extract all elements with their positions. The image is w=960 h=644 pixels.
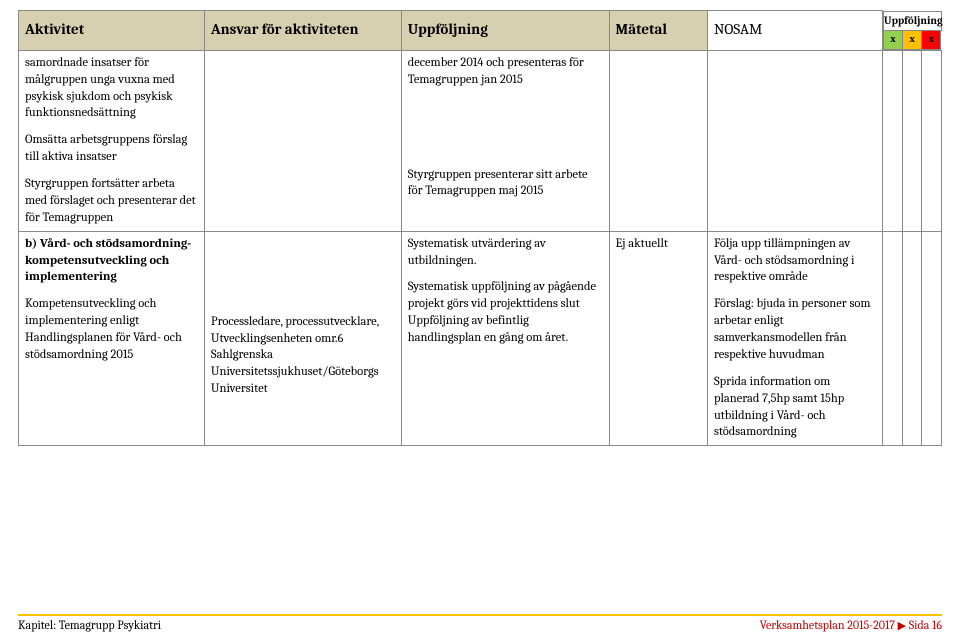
cell-light-g [882, 50, 902, 231]
text: Kompetensutveckling och implementering e… [25, 296, 198, 364]
text: Systematisk utvärdering av utbildningen. [408, 236, 603, 270]
uppfoljning-subtitle: Uppföljning [883, 11, 942, 32]
cell-matetal: Ej aktuellt [609, 231, 707, 446]
document-page: Aktivitet Ansvar för aktiviteten Uppfölj… [0, 0, 960, 446]
light-green: x [883, 31, 903, 50]
cell-aktivitet: b) Vård- och stödsamordning- kompetensut… [19, 231, 205, 446]
text: Följa upp tillämpningen av Vård- och stö… [714, 236, 876, 287]
footer-left: Kapitel: Temagrupp Psykiatri [18, 618, 161, 632]
light-red: x [922, 31, 941, 50]
text: samordnade insatser för målgruppen unga … [25, 55, 198, 123]
cell-light-g [882, 231, 902, 446]
cell-uppfoljning: december 2014 och presenteras för Temagr… [401, 50, 609, 231]
col-uppfoljning: Uppföljning [401, 11, 609, 51]
footer-plan: Verksamhetsplan 2015-2017 [760, 618, 895, 632]
cell-light-r [922, 50, 942, 231]
text: Uppföljning av befintlig handlingsplan e… [408, 313, 603, 347]
table-header-row: Aktivitet Ansvar för aktiviteten Uppfölj… [19, 11, 942, 51]
cell-light-r [922, 231, 942, 446]
text: Sprida information om planerad 7,5hp sam… [714, 374, 876, 442]
cell-nosam [707, 50, 882, 231]
cell-light-y [902, 231, 922, 446]
footer-right: Verksamhetsplan 2015-2017 ▶ Sida 16 [760, 618, 942, 632]
table-row: b) Vård- och stödsamordning- kompetensut… [19, 231, 942, 446]
col-ansvar: Ansvar för aktiviteten [204, 11, 401, 51]
col-nosam: NOSAM [707, 11, 882, 51]
text: december 2014 och presenteras för Temagr… [408, 55, 603, 89]
table-row: samordnade insatser för målgruppen unga … [19, 50, 942, 231]
activity-table: Aktivitet Ansvar för aktiviteten Uppfölj… [18, 10, 942, 446]
footer-left-value: Temagrupp Psykiatri [59, 618, 161, 632]
traffic-lights: x x x [883, 31, 942, 50]
cell-nosam: Följa upp tillämpningen av Vård- och stö… [707, 231, 882, 446]
col-matetal: Mätetal [609, 11, 707, 51]
cell-uppfoljning: Systematisk utvärdering av utbildningen.… [401, 231, 609, 446]
cell-light-y [902, 50, 922, 231]
text: Processledare, processutvecklare, Utveck… [211, 314, 395, 398]
col-aktivitet: Aktivitet [19, 11, 205, 51]
arrow-icon: ▶ [898, 619, 906, 632]
footer-page: Sida 16 [909, 618, 942, 632]
page-footer: Kapitel: Temagrupp Psykiatri Verksamhets… [18, 614, 942, 632]
footer-left-label: Kapitel: [18, 618, 56, 632]
text: Systematisk uppföljning av pågående proj… [408, 279, 603, 313]
cell-matetal [609, 50, 707, 231]
text: Styrgruppen fortsätter arbeta med försla… [25, 176, 198, 227]
cell-ansvar [204, 50, 401, 231]
light-yellow: x [903, 31, 922, 50]
text: Styrgruppen presenterar sitt arbete för … [408, 167, 603, 201]
col-uppfoljning-lights: Uppföljning x x x [882, 11, 941, 51]
text: Förslag: bjuda in personer som arbetar e… [714, 296, 876, 364]
text: Omsätta arbetsgruppens förslag till akti… [25, 132, 198, 166]
cell-ansvar: Processledare, processutvecklare, Utveck… [204, 231, 401, 446]
text-bold: b) Vård- och stödsamordning- kompetensut… [25, 236, 198, 287]
cell-aktivitet: samordnade insatser för målgruppen unga … [19, 50, 205, 231]
